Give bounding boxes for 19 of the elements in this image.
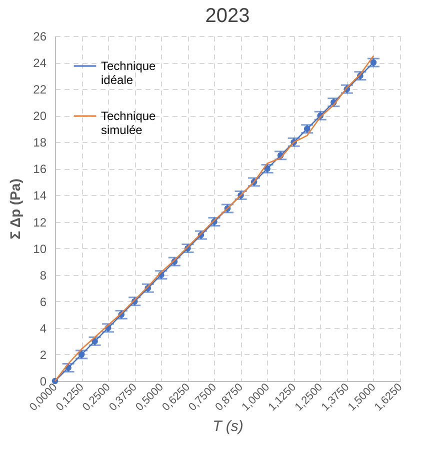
y-tick-label: 6 (40, 294, 47, 309)
y-axis-title: Σ Δp (Pa) (7, 178, 24, 240)
y-tick-label: 4 (40, 321, 47, 336)
y-tick-label: 16 (33, 162, 47, 176)
y-tick-label: 22 (33, 82, 47, 97)
y-tick-label: 14 (33, 188, 47, 203)
y-tick-label: 24 (33, 56, 47, 70)
legend-label: Technique simulée (101, 109, 156, 137)
y-tick-label: 26 (33, 30, 47, 44)
chart-title: 2023 (205, 5, 250, 27)
y-tick-label: 8 (40, 268, 47, 282)
y-tick-label: 2 (40, 348, 47, 362)
y-tick-label: 18 (33, 136, 47, 150)
x-axis-title: T (s) (212, 418, 244, 435)
legend-label: Technique idéale (101, 59, 156, 87)
y-tick-label: 10 (33, 242, 47, 256)
y-tick-label: 0 (40, 374, 47, 388)
y-tick-label: 12 (33, 215, 47, 230)
y-tick-label: 20 (33, 109, 47, 124)
